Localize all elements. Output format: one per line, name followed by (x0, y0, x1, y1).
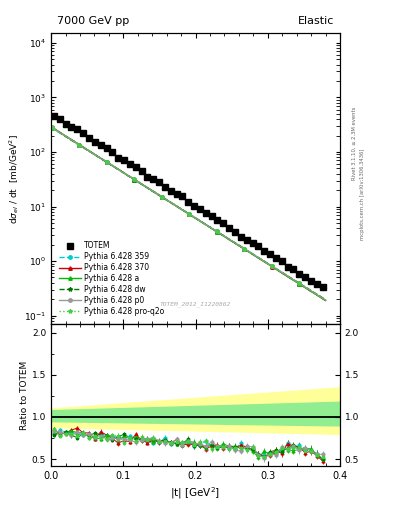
Pythia 6.428 dw (100, 157, 105, 163)
Pythia 6.428 a (61, 131, 65, 137)
Line: Pythia 6.428 359: Pythia 6.428 359 (50, 126, 327, 302)
Pythia 6.428 p0 (300, 282, 305, 288)
Text: TOTEM_2012_I1220862: TOTEM_2012_I1220862 (160, 301, 231, 307)
Pythia 6.428 pro-q2o (66, 135, 71, 141)
Pythia 6.428 dw (309, 288, 314, 294)
Pythia 6.428 359 (50, 124, 54, 131)
Text: Rivet 3.1.10, ≥ 2.3M events: Rivet 3.1.10, ≥ 2.3M events (352, 106, 357, 180)
Pythia 6.428 p0 (61, 132, 65, 138)
Pythia 6.428 a (309, 288, 314, 294)
Pythia 6.428 a (50, 124, 54, 131)
Pythia 6.428 pro-q2o (50, 124, 54, 131)
Pythia 6.428 dw (50, 124, 54, 131)
Pythia 6.428 a (100, 157, 105, 163)
Pythia 6.428 370 (50, 124, 54, 131)
Y-axis label: d$\sigma_{el}$ / dt  [mb/GeV$^2$]: d$\sigma_{el}$ / dt [mb/GeV$^2$] (7, 134, 21, 224)
Pythia 6.428 pro-q2o (300, 282, 305, 288)
Pythia 6.428 p0 (50, 124, 54, 131)
Pythia 6.428 359 (323, 297, 328, 303)
Pythia 6.428 pro-q2o (323, 297, 328, 303)
Pythia 6.428 p0 (309, 288, 314, 294)
Pythia 6.428 359 (66, 135, 71, 141)
Line: Pythia 6.428 370: Pythia 6.428 370 (50, 125, 327, 302)
Pythia 6.428 370 (61, 131, 65, 137)
Pythia 6.428 pro-q2o (309, 288, 314, 294)
Pythia 6.428 dw (300, 282, 305, 288)
Pythia 6.428 370 (300, 283, 305, 289)
Pythia 6.428 p0 (122, 170, 127, 177)
Pythia 6.428 370 (122, 170, 127, 176)
Pythia 6.428 a (122, 170, 127, 177)
Text: Elastic: Elastic (298, 16, 334, 26)
Pythia 6.428 dw (323, 297, 328, 303)
X-axis label: |t| [GeV$^2$]: |t| [GeV$^2$] (171, 485, 220, 501)
Line: Pythia 6.428 a: Pythia 6.428 a (50, 125, 327, 302)
Pythia 6.428 370 (309, 289, 314, 295)
Y-axis label: Ratio to TOTEM: Ratio to TOTEM (20, 360, 29, 430)
Legend: TOTEM, Pythia 6.428 359, Pythia 6.428 370, Pythia 6.428 a, Pythia 6.428 dw, Pyth: TOTEM, Pythia 6.428 359, Pythia 6.428 37… (58, 240, 165, 317)
Pythia 6.428 dw (61, 132, 65, 138)
Pythia 6.428 a (300, 283, 305, 289)
Pythia 6.428 a (66, 135, 71, 141)
Pythia 6.428 359 (309, 288, 314, 294)
Pythia 6.428 359 (100, 157, 105, 163)
Pythia 6.428 a (323, 297, 328, 304)
Pythia 6.428 370 (100, 156, 105, 162)
Pythia 6.428 370 (66, 135, 71, 141)
Pythia 6.428 370 (323, 297, 328, 304)
Pythia 6.428 359 (61, 132, 65, 138)
Text: mcplots.cern.ch [arXiv:1306.3436]: mcplots.cern.ch [arXiv:1306.3436] (360, 149, 365, 240)
Line: Pythia 6.428 p0: Pythia 6.428 p0 (50, 126, 327, 302)
Line: Pythia 6.428 dw: Pythia 6.428 dw (50, 125, 328, 302)
Pythia 6.428 dw (122, 170, 127, 177)
Pythia 6.428 p0 (100, 157, 105, 163)
Pythia 6.428 p0 (66, 135, 71, 141)
Pythia 6.428 dw (66, 135, 71, 141)
Pythia 6.428 pro-q2o (61, 131, 65, 137)
Text: 7000 GeV pp: 7000 GeV pp (57, 16, 129, 26)
Line: Pythia 6.428 pro-q2o: Pythia 6.428 pro-q2o (50, 125, 328, 302)
Pythia 6.428 359 (300, 282, 305, 288)
Pythia 6.428 pro-q2o (100, 157, 105, 163)
Pythia 6.428 p0 (323, 297, 328, 303)
Pythia 6.428 359 (122, 170, 127, 177)
Pythia 6.428 pro-q2o (122, 170, 127, 177)
